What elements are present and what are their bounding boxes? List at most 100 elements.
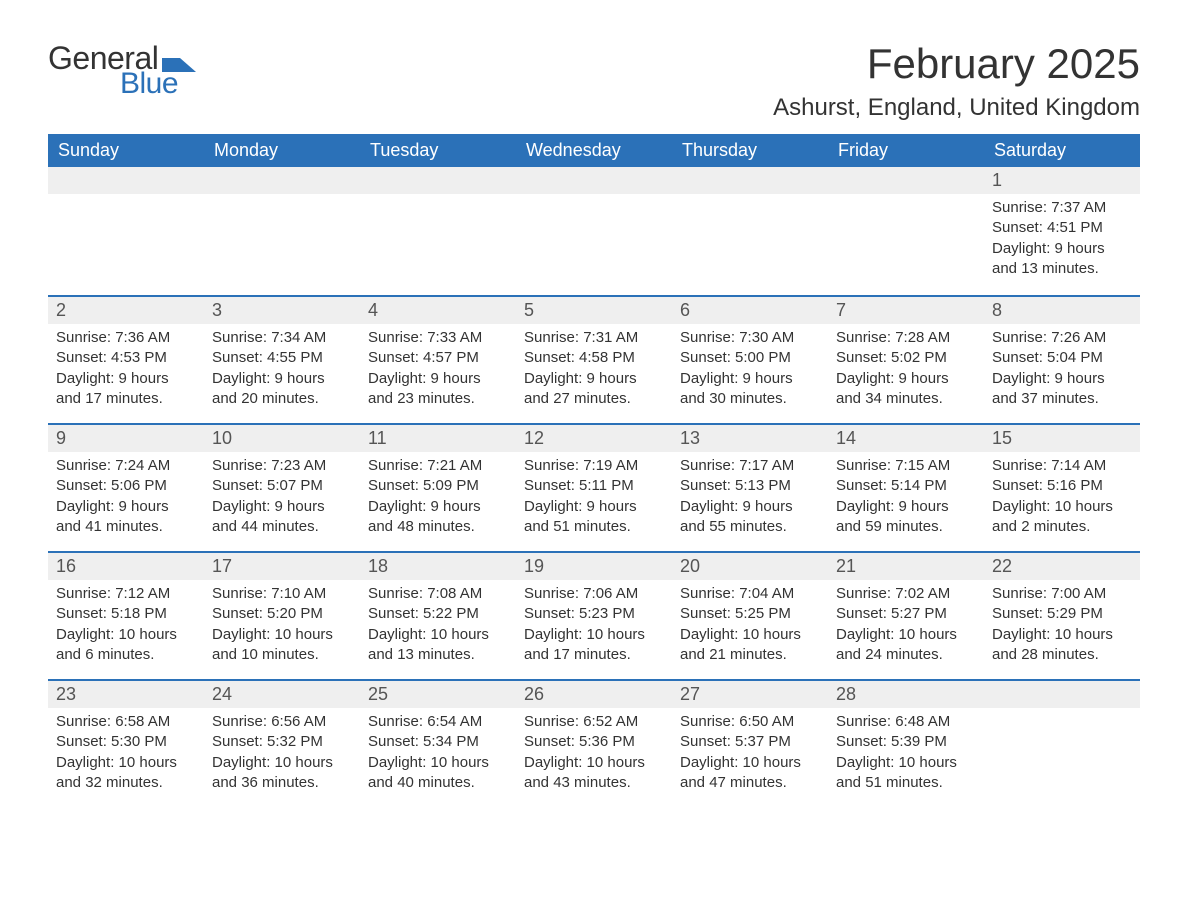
sunrise-line: Sunrise: 7:02 AM (836, 584, 976, 604)
sunset-line: Sunset: 4:51 PM (992, 218, 1132, 238)
calendar-cell: 3Sunrise: 7:34 AMSunset: 4:55 PMDaylight… (204, 295, 360, 423)
daylight-label: Daylight: (680, 754, 738, 771)
sunset-label: Sunset: (680, 733, 731, 750)
sunrise-label: Sunrise: (992, 585, 1047, 602)
calendar-cell: 13Sunrise: 7:17 AMSunset: 5:13 PMDayligh… (672, 423, 828, 551)
sunrise-label: Sunrise: (524, 585, 579, 602)
daylight-line: Daylight: 9 hours and 44 minutes. (212, 497, 352, 538)
calendar-week-row: 1Sunrise: 7:37 AMSunset: 4:51 PMDaylight… (48, 167, 1140, 295)
sunrise-label: Sunrise: (524, 457, 579, 474)
calendar-cell (360, 167, 516, 295)
day-number: 2 (48, 295, 204, 324)
sunset-line: Sunset: 4:53 PM (56, 348, 196, 368)
calendar-cell: 15Sunrise: 7:14 AMSunset: 5:16 PMDayligh… (984, 423, 1140, 551)
sunrise-value: 7:28 AM (895, 329, 950, 346)
day-body: Sunrise: 7:19 AMSunset: 5:11 PMDaylight:… (516, 452, 672, 547)
day-body: Sunrise: 7:28 AMSunset: 5:02 PMDaylight:… (828, 324, 984, 419)
sunset-label: Sunset: (368, 733, 419, 750)
sunset-line: Sunset: 5:20 PM (212, 604, 352, 624)
calendar-table: SundayMondayTuesdayWednesdayThursdayFrid… (48, 134, 1140, 807)
sunrise-line: Sunrise: 7:28 AM (836, 328, 976, 348)
day-body: Sunrise: 6:54 AMSunset: 5:34 PMDaylight:… (360, 708, 516, 803)
daylight-label: Daylight: (992, 240, 1050, 257)
calendar-cell: 8Sunrise: 7:26 AMSunset: 5:04 PMDaylight… (984, 295, 1140, 423)
sunset-line: Sunset: 5:34 PM (368, 732, 508, 752)
sunrise-label: Sunrise: (56, 457, 111, 474)
sunset-value: 5:06 PM (111, 477, 167, 494)
daylight-label: Daylight: (836, 498, 894, 515)
weekday-header: Sunday (48, 134, 204, 167)
weekday-header: Tuesday (360, 134, 516, 167)
sunset-label: Sunset: (56, 477, 107, 494)
sunset-label: Sunset: (524, 349, 575, 366)
day-number: 14 (828, 423, 984, 452)
sunset-line: Sunset: 5:39 PM (836, 732, 976, 752)
calendar-cell: 24Sunrise: 6:56 AMSunset: 5:32 PMDayligh… (204, 679, 360, 807)
sunrise-line: Sunrise: 6:52 AM (524, 712, 664, 732)
daylight-line: Daylight: 9 hours and 48 minutes. (368, 497, 508, 538)
sunset-line: Sunset: 4:57 PM (368, 348, 508, 368)
sunrise-line: Sunrise: 7:31 AM (524, 328, 664, 348)
calendar-cell: 5Sunrise: 7:31 AMSunset: 4:58 PMDaylight… (516, 295, 672, 423)
title-block: February 2025 Ashurst, England, United K… (773, 40, 1140, 122)
day-number: 9 (48, 423, 204, 452)
sunrise-line: Sunrise: 7:37 AM (992, 198, 1132, 218)
sunset-line: Sunset: 5:25 PM (680, 604, 820, 624)
day-number: 5 (516, 295, 672, 324)
sunrise-label: Sunrise: (212, 713, 267, 730)
sunrise-line: Sunrise: 7:24 AM (56, 456, 196, 476)
calendar-cell (48, 167, 204, 295)
sunset-label: Sunset: (212, 477, 263, 494)
sunset-value: 4:58 PM (579, 349, 635, 366)
calendar-week-row: 23Sunrise: 6:58 AMSunset: 5:30 PMDayligh… (48, 679, 1140, 807)
sunset-label: Sunset: (992, 349, 1043, 366)
day-body: Sunrise: 6:56 AMSunset: 5:32 PMDaylight:… (204, 708, 360, 803)
location: Ashurst, England, United Kingdom (773, 94, 1140, 122)
sunset-value: 5:29 PM (1047, 605, 1103, 622)
sunrise-value: 7:06 AM (583, 585, 638, 602)
sunset-value: 5:07 PM (267, 477, 323, 494)
daylight-line: Daylight: 9 hours and 30 minutes. (680, 369, 820, 410)
calendar-head: SundayMondayTuesdayWednesdayThursdayFrid… (48, 134, 1140, 167)
daylight-label: Daylight: (836, 626, 894, 643)
sunset-label: Sunset: (836, 733, 887, 750)
weekday-header: Wednesday (516, 134, 672, 167)
daylight-line: Daylight: 10 hours and 43 minutes. (524, 753, 664, 794)
sunset-value: 5:32 PM (267, 733, 323, 750)
sunrise-line: Sunrise: 7:30 AM (680, 328, 820, 348)
daylight-label: Daylight: (56, 370, 114, 387)
sunset-label: Sunset: (368, 605, 419, 622)
sunset-line: Sunset: 5:23 PM (524, 604, 664, 624)
day-number: 4 (360, 295, 516, 324)
sunrise-value: 7:26 AM (1051, 329, 1106, 346)
calendar-week-row: 16Sunrise: 7:12 AMSunset: 5:18 PMDayligh… (48, 551, 1140, 679)
daylight-label: Daylight: (836, 370, 894, 387)
sunrise-label: Sunrise: (368, 713, 423, 730)
daylight-label: Daylight: (524, 498, 582, 515)
daylight-line: Daylight: 10 hours and 32 minutes. (56, 753, 196, 794)
day-number: 22 (984, 551, 1140, 580)
sunset-line: Sunset: 5:16 PM (992, 476, 1132, 496)
calendar-cell: 23Sunrise: 6:58 AMSunset: 5:30 PMDayligh… (48, 679, 204, 807)
sunrise-line: Sunrise: 7:00 AM (992, 584, 1132, 604)
sunset-value: 4:53 PM (111, 349, 167, 366)
day-number: 20 (672, 551, 828, 580)
sunrise-line: Sunrise: 7:21 AM (368, 456, 508, 476)
daylight-label: Daylight: (992, 626, 1050, 643)
sunrise-value: 7:12 AM (115, 585, 170, 602)
day-number: 6 (672, 295, 828, 324)
sunset-value: 5:00 PM (735, 349, 791, 366)
daylight-line: Daylight: 9 hours and 51 minutes. (524, 497, 664, 538)
sunset-line: Sunset: 5:06 PM (56, 476, 196, 496)
day-body: Sunrise: 7:21 AMSunset: 5:09 PMDaylight:… (360, 452, 516, 547)
daylight-line: Daylight: 10 hours and 21 minutes. (680, 625, 820, 666)
calendar-cell: 21Sunrise: 7:02 AMSunset: 5:27 PMDayligh… (828, 551, 984, 679)
calendar-cell: 25Sunrise: 6:54 AMSunset: 5:34 PMDayligh… (360, 679, 516, 807)
sunset-line: Sunset: 5:32 PM (212, 732, 352, 752)
day-number (360, 167, 516, 194)
day-number: 15 (984, 423, 1140, 452)
sunset-line: Sunset: 5:00 PM (680, 348, 820, 368)
sunrise-value: 7:37 AM (1051, 199, 1106, 216)
sunrise-line: Sunrise: 6:50 AM (680, 712, 820, 732)
sunrise-label: Sunrise: (680, 329, 735, 346)
